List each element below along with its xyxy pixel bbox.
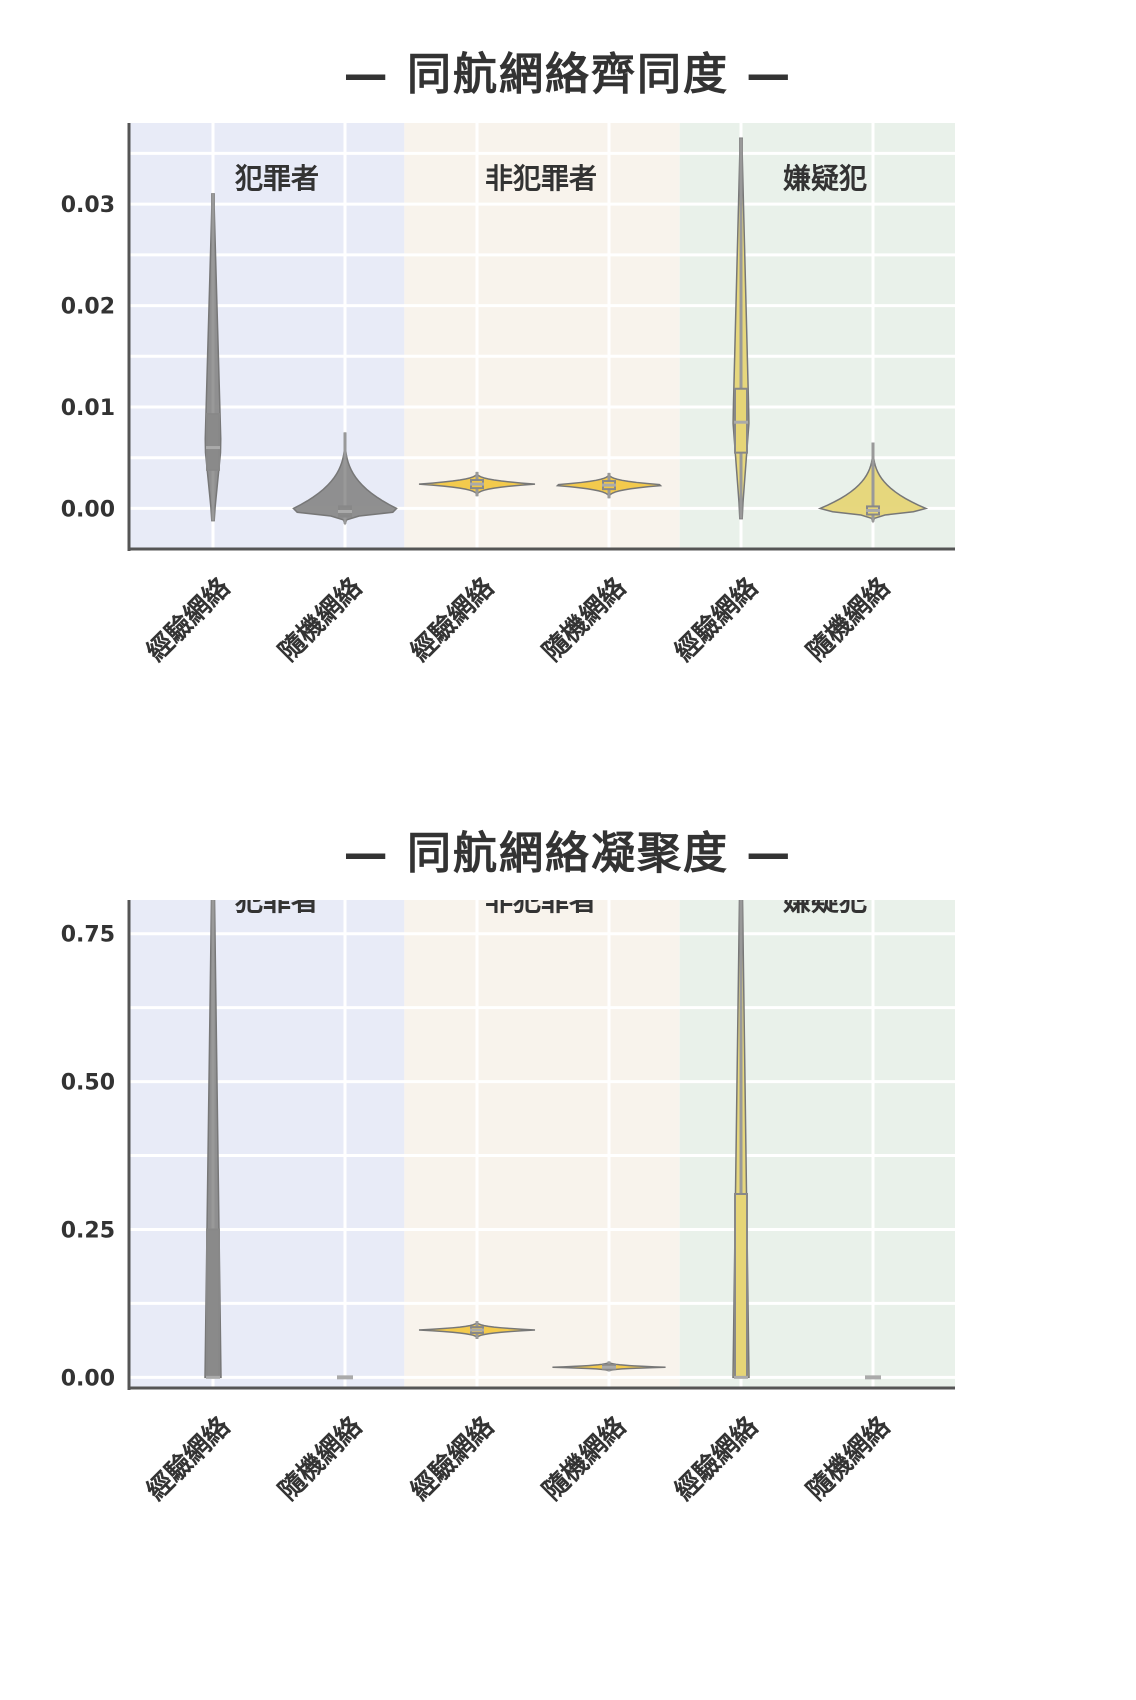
group-band-3 bbox=[679, 900, 955, 1388]
violin-box bbox=[206, 1228, 220, 1379]
violin-box bbox=[206, 413, 220, 471]
group-band-1 bbox=[129, 900, 405, 1388]
violin-6 bbox=[817, 442, 929, 524]
x-tick-label: 經驗網絡 bbox=[140, 571, 236, 667]
violin-4 bbox=[555, 472, 663, 499]
violin-box bbox=[734, 387, 748, 454]
y-tick-label: 0.03 bbox=[61, 193, 115, 218]
violin-2 bbox=[337, 1375, 353, 1380]
y-tick-label: 0.00 bbox=[61, 497, 115, 522]
y-tick-label: 0.25 bbox=[61, 1218, 115, 1243]
violin-4 bbox=[552, 1361, 666, 1372]
violin-5 bbox=[732, 137, 750, 520]
group-label-1: 犯罪者 bbox=[234, 900, 319, 917]
group-label-3: 嫌疑犯 bbox=[783, 162, 867, 195]
violin-5 bbox=[732, 900, 750, 1379]
x-tick-label: 隨機網絡 bbox=[272, 1410, 368, 1506]
group-label-2: 非犯罪者 bbox=[485, 900, 597, 917]
group-label-2: 非犯罪者 bbox=[485, 162, 597, 195]
y-tick-label: 0.75 bbox=[61, 923, 115, 948]
x-tick-label: 經驗網絡 bbox=[668, 571, 764, 667]
x-tick-label: 隨機網絡 bbox=[800, 1410, 896, 1506]
violin-1 bbox=[204, 193, 222, 522]
violin-3 bbox=[418, 471, 536, 497]
x-tick-label: 經驗網絡 bbox=[404, 1410, 500, 1506]
violin-box bbox=[734, 1192, 748, 1379]
x-tick-label: 隨機網絡 bbox=[536, 571, 632, 667]
violin-shape bbox=[865, 1375, 881, 1380]
y-tick-label: 0.50 bbox=[61, 1071, 115, 1096]
y-tick-label: 0.00 bbox=[61, 1366, 115, 1391]
group-band-2 bbox=[404, 900, 680, 1388]
group-label-3: 嫌疑犯 bbox=[783, 900, 867, 917]
chart-title-cohesion: — 同航網絡凝聚度 — bbox=[343, 828, 793, 879]
group-band-2 bbox=[404, 123, 680, 549]
group-band-1 bbox=[129, 123, 405, 549]
x-tick-label: 隨機網絡 bbox=[272, 571, 368, 667]
violin-6 bbox=[865, 1375, 881, 1380]
x-tick-label: 隨機網絡 bbox=[800, 571, 896, 667]
x-tick-label: 經驗網絡 bbox=[404, 571, 500, 667]
violin-shape bbox=[337, 1375, 353, 1380]
chart-title-homophily: — 同航網絡齊同度 — bbox=[343, 49, 793, 100]
violin-3 bbox=[418, 1321, 536, 1339]
group-label-1: 犯罪者 bbox=[234, 162, 319, 195]
x-tick-label: 經驗網絡 bbox=[140, 1410, 236, 1506]
group-band-3 bbox=[679, 123, 955, 549]
violin-1 bbox=[204, 900, 222, 1379]
y-tick-label: 0.01 bbox=[61, 396, 115, 421]
x-tick-label: 經驗網絡 bbox=[668, 1410, 764, 1506]
x-tick-label: 隨機網絡 bbox=[536, 1410, 632, 1506]
y-tick-label: 0.02 bbox=[61, 295, 115, 320]
